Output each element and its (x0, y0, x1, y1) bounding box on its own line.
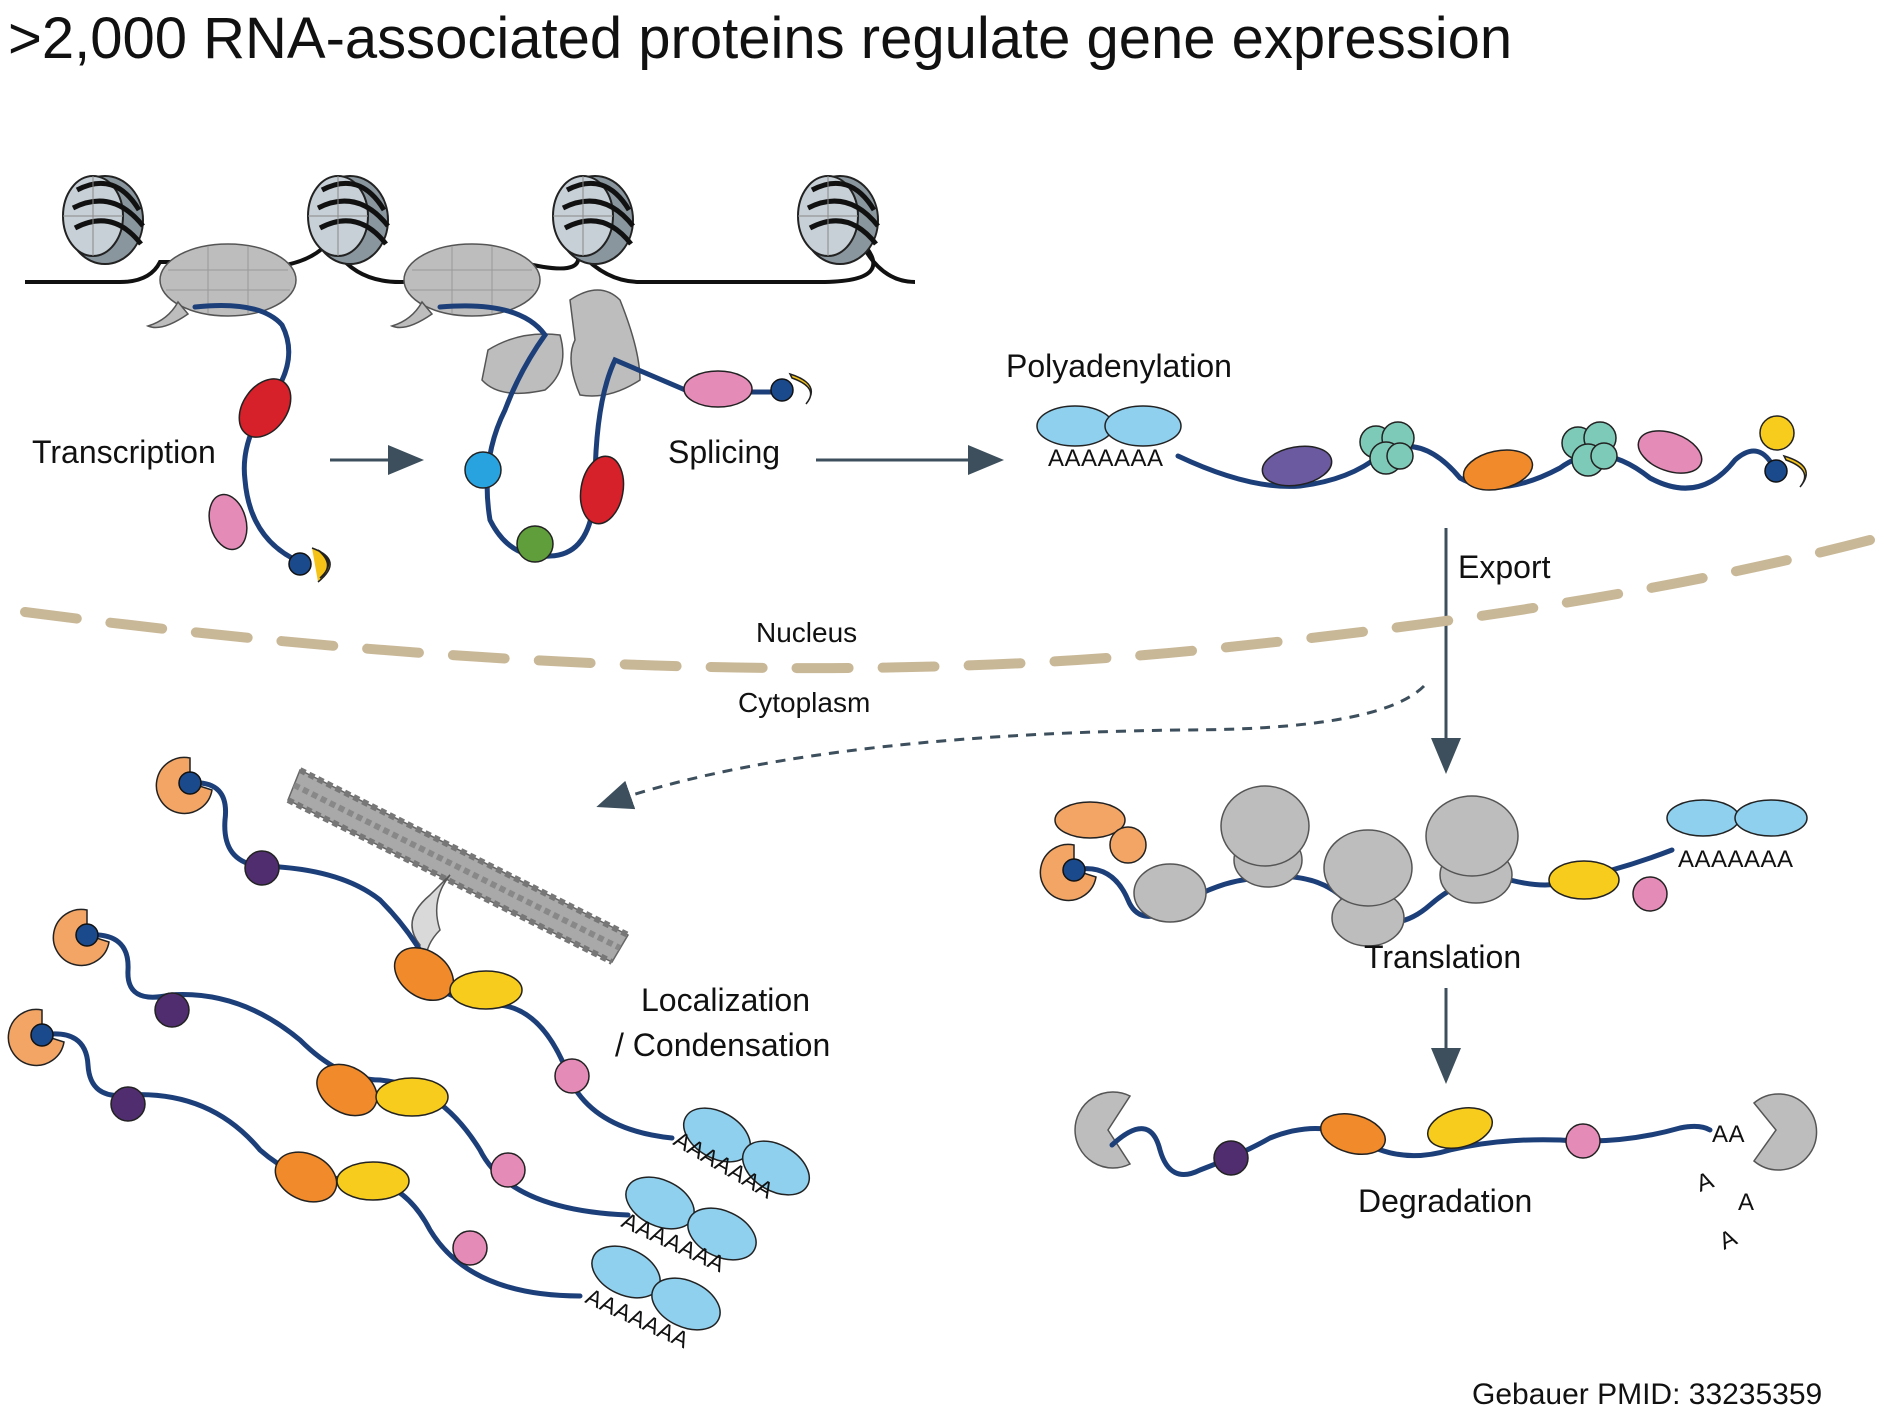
released-a-3: A (1715, 1224, 1741, 1255)
pink-protein-trans (1632, 876, 1668, 912)
label-nucleus: Nucleus (756, 617, 857, 648)
pink-protein-loc-2 (490, 1152, 526, 1188)
poly-a-remaining: AA (1712, 1121, 1745, 1148)
pink-protein-deg (1565, 1123, 1601, 1159)
localized-rna-2 (84, 932, 631, 1218)
cyan-protein (464, 451, 502, 489)
ribosome-3 (1323, 829, 1413, 947)
pabp-trans-a (1666, 799, 1740, 837)
pink-protein-3 (1637, 430, 1703, 474)
yellow-protein-loc-3 (336, 1161, 410, 1201)
red-protein-2 (579, 455, 625, 525)
orange-protein-deg (1319, 1113, 1387, 1155)
teal-complex-1 (1359, 421, 1415, 475)
pink-protein-1 (208, 493, 248, 551)
yellow-protein-trans (1548, 860, 1620, 900)
nuclear-membrane (20, 535, 1875, 674)
mrna-cap-loc-2 (75, 923, 99, 947)
pabp-loc-2b (687, 1207, 757, 1261)
eif4g-protein (1054, 801, 1126, 839)
localized-rna-3 (39, 1031, 583, 1299)
purple-protein-loc-2 (154, 992, 190, 1028)
cap-binding-protein-3 (1782, 454, 1807, 488)
orange-protein-loc-3 (274, 1151, 338, 1203)
label-export: Export (1458, 549, 1551, 585)
pabp-loc-3b (651, 1277, 721, 1331)
yellow-protein-loc-2 (375, 1077, 449, 1117)
polyadenylation-stage: Polyadenylation AAAAAAA (1006, 348, 1807, 491)
pink-protein-loc-1 (554, 1058, 590, 1094)
label-localization-line2: / Condensation (615, 1027, 830, 1063)
label-splicing: Splicing (668, 434, 780, 470)
splicing-stage: Splicing (391, 243, 812, 563)
pabp-1b (1104, 405, 1182, 447)
mrna-cap-4 (1062, 858, 1086, 882)
mrna-cap-loc-3 (30, 1023, 54, 1047)
purple-protein-deg (1213, 1140, 1249, 1176)
ribosome-1 (1133, 863, 1207, 923)
purple-protein-loc-1 (244, 850, 280, 886)
degradation-stage: AA A A A Degradation (1074, 1091, 1818, 1255)
released-a-1: A (1693, 1167, 1718, 1198)
pabp-trans-b (1734, 799, 1808, 837)
degrading-mrna (1109, 1123, 1713, 1177)
localization-stage: AAAAAAA AAAAAAA AAAAAAA Localization / C… (7, 756, 830, 1353)
label-degradation: Degradation (1358, 1183, 1532, 1219)
ribosome-4 (1425, 795, 1519, 904)
nucleosome-3 (553, 176, 633, 264)
mrna-cap-1 (288, 552, 312, 576)
arrow-to-localization (596, 684, 1426, 810)
label-translation: Translation (1364, 939, 1521, 975)
deadenylase-exonuclease (1752, 1093, 1818, 1171)
yellow-protein (1759, 415, 1795, 451)
orange-protein-loc-2 (316, 1063, 378, 1117)
label-cytoplasm: Cytoplasm (738, 687, 870, 718)
purple-protein (1261, 445, 1333, 487)
red-protein-1 (238, 378, 292, 438)
cap-binding-protein-2 (788, 372, 812, 405)
poly-a-tail-trans: AAAAAAA (1678, 846, 1794, 873)
label-localization-line1: Localization (641, 982, 810, 1018)
nucleosome-4 (798, 176, 878, 264)
eif4a-protein (1109, 826, 1147, 864)
mrna-cap-loc-1 (178, 771, 202, 795)
label-transcription: Transcription (32, 434, 216, 470)
green-protein (516, 525, 554, 563)
translation-stage: AAAAAAA Translation (1039, 785, 1808, 975)
poly-a-tail-1: AAAAAAA (1048, 445, 1164, 472)
cap-binding-protein-1 (311, 547, 331, 583)
spliceosome-2 (569, 289, 641, 397)
mrna-cap-2 (770, 378, 794, 402)
transcription-stage: Transcription (25, 176, 916, 583)
pink-protein-loc-3 (452, 1230, 488, 1266)
yellow-protein-loc-1 (449, 970, 523, 1010)
ribosome-2 (1220, 785, 1310, 888)
orange-protein-1 (1462, 449, 1534, 491)
spliceosome (481, 333, 564, 395)
diagram-title: >2,000 RNA-associated proteins regulate … (8, 6, 1512, 71)
label-polyadenylation: Polyadenylation (1006, 348, 1232, 384)
teal-complex-2 (1561, 421, 1618, 477)
pabp-loc-1b (742, 1140, 810, 1196)
released-a-2: A (1738, 1189, 1755, 1216)
citation: Gebauer PMID: 33235359 (1472, 1378, 1822, 1410)
nucleosome-1 (63, 176, 143, 264)
decapping-exonuclease (1074, 1091, 1132, 1169)
yellow-protein-deg (1426, 1107, 1494, 1149)
mrna-cap-3 (1764, 459, 1788, 483)
purple-protein-loc-3 (110, 1086, 146, 1122)
pink-protein-2 (683, 370, 753, 408)
pabp-1a (1036, 405, 1114, 447)
microtubule (286, 767, 630, 965)
